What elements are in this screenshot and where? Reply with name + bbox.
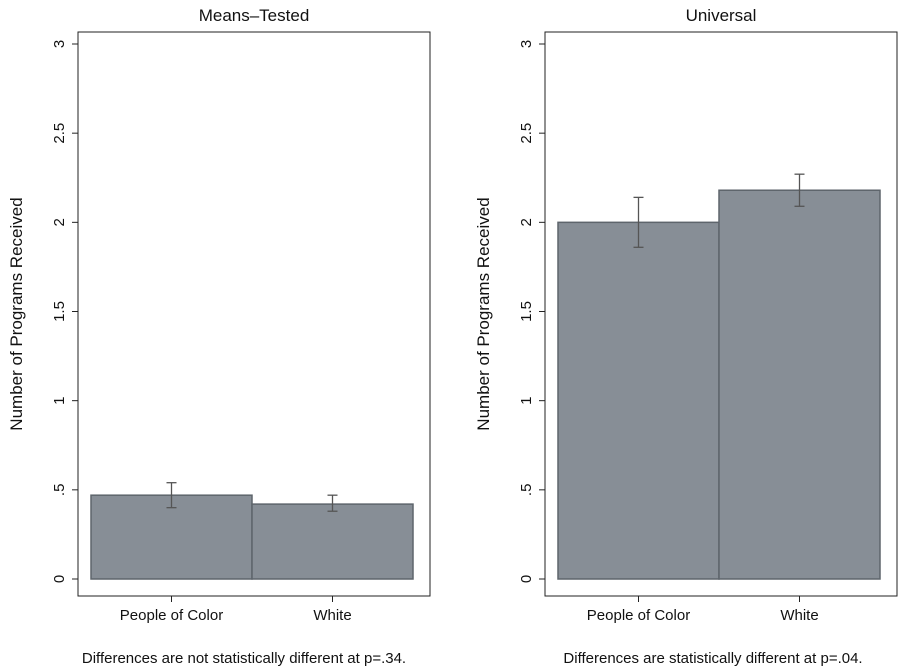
bar [251, 503, 414, 580]
bar [557, 221, 720, 580]
y-tick-label: 1.5 [51, 301, 68, 322]
chart-title: Means–Tested [199, 6, 310, 25]
y-axis-label: Number of Programs Received [474, 197, 493, 430]
significance-note: Differences are not statistically differ… [82, 650, 406, 667]
y-tick-label: 0 [51, 575, 68, 583]
y-tick-label: 2.5 [51, 123, 68, 144]
y-tick-label: 2.5 [518, 123, 535, 144]
y-tick-label: 1 [51, 396, 68, 404]
bar [90, 494, 253, 580]
x-tick-label: People of Color [120, 607, 223, 624]
y-tick-label: 0 [518, 575, 535, 583]
y-tick-label: .5 [518, 484, 535, 497]
bar [718, 189, 881, 580]
x-tick-label: People of Color [587, 607, 690, 624]
plot-frame [77, 31, 431, 597]
chart-title: Universal [686, 6, 757, 25]
panel-universal: Universal Number of Programs Received 0 .5 1… [474, 6, 898, 667]
y-tick-label: 2 [518, 218, 535, 226]
y-tick-label: 2 [51, 218, 68, 226]
significance-note: Differences are statistically different … [563, 650, 862, 667]
panel-means-tested: Means–Tested Number of Programs Received 0… [7, 6, 431, 667]
plot-frame [544, 31, 898, 597]
y-axis-label: Number of Programs Received [7, 197, 26, 430]
y-tick-label: 1.5 [518, 301, 535, 322]
y-tick-label: 1 [518, 396, 535, 404]
x-tick-label: White [780, 607, 818, 624]
y-tick-label: 3 [51, 40, 68, 48]
y-tick-label: 3 [518, 40, 535, 48]
y-tick-label: .5 [51, 484, 68, 497]
x-tick-label: White [313, 607, 351, 624]
